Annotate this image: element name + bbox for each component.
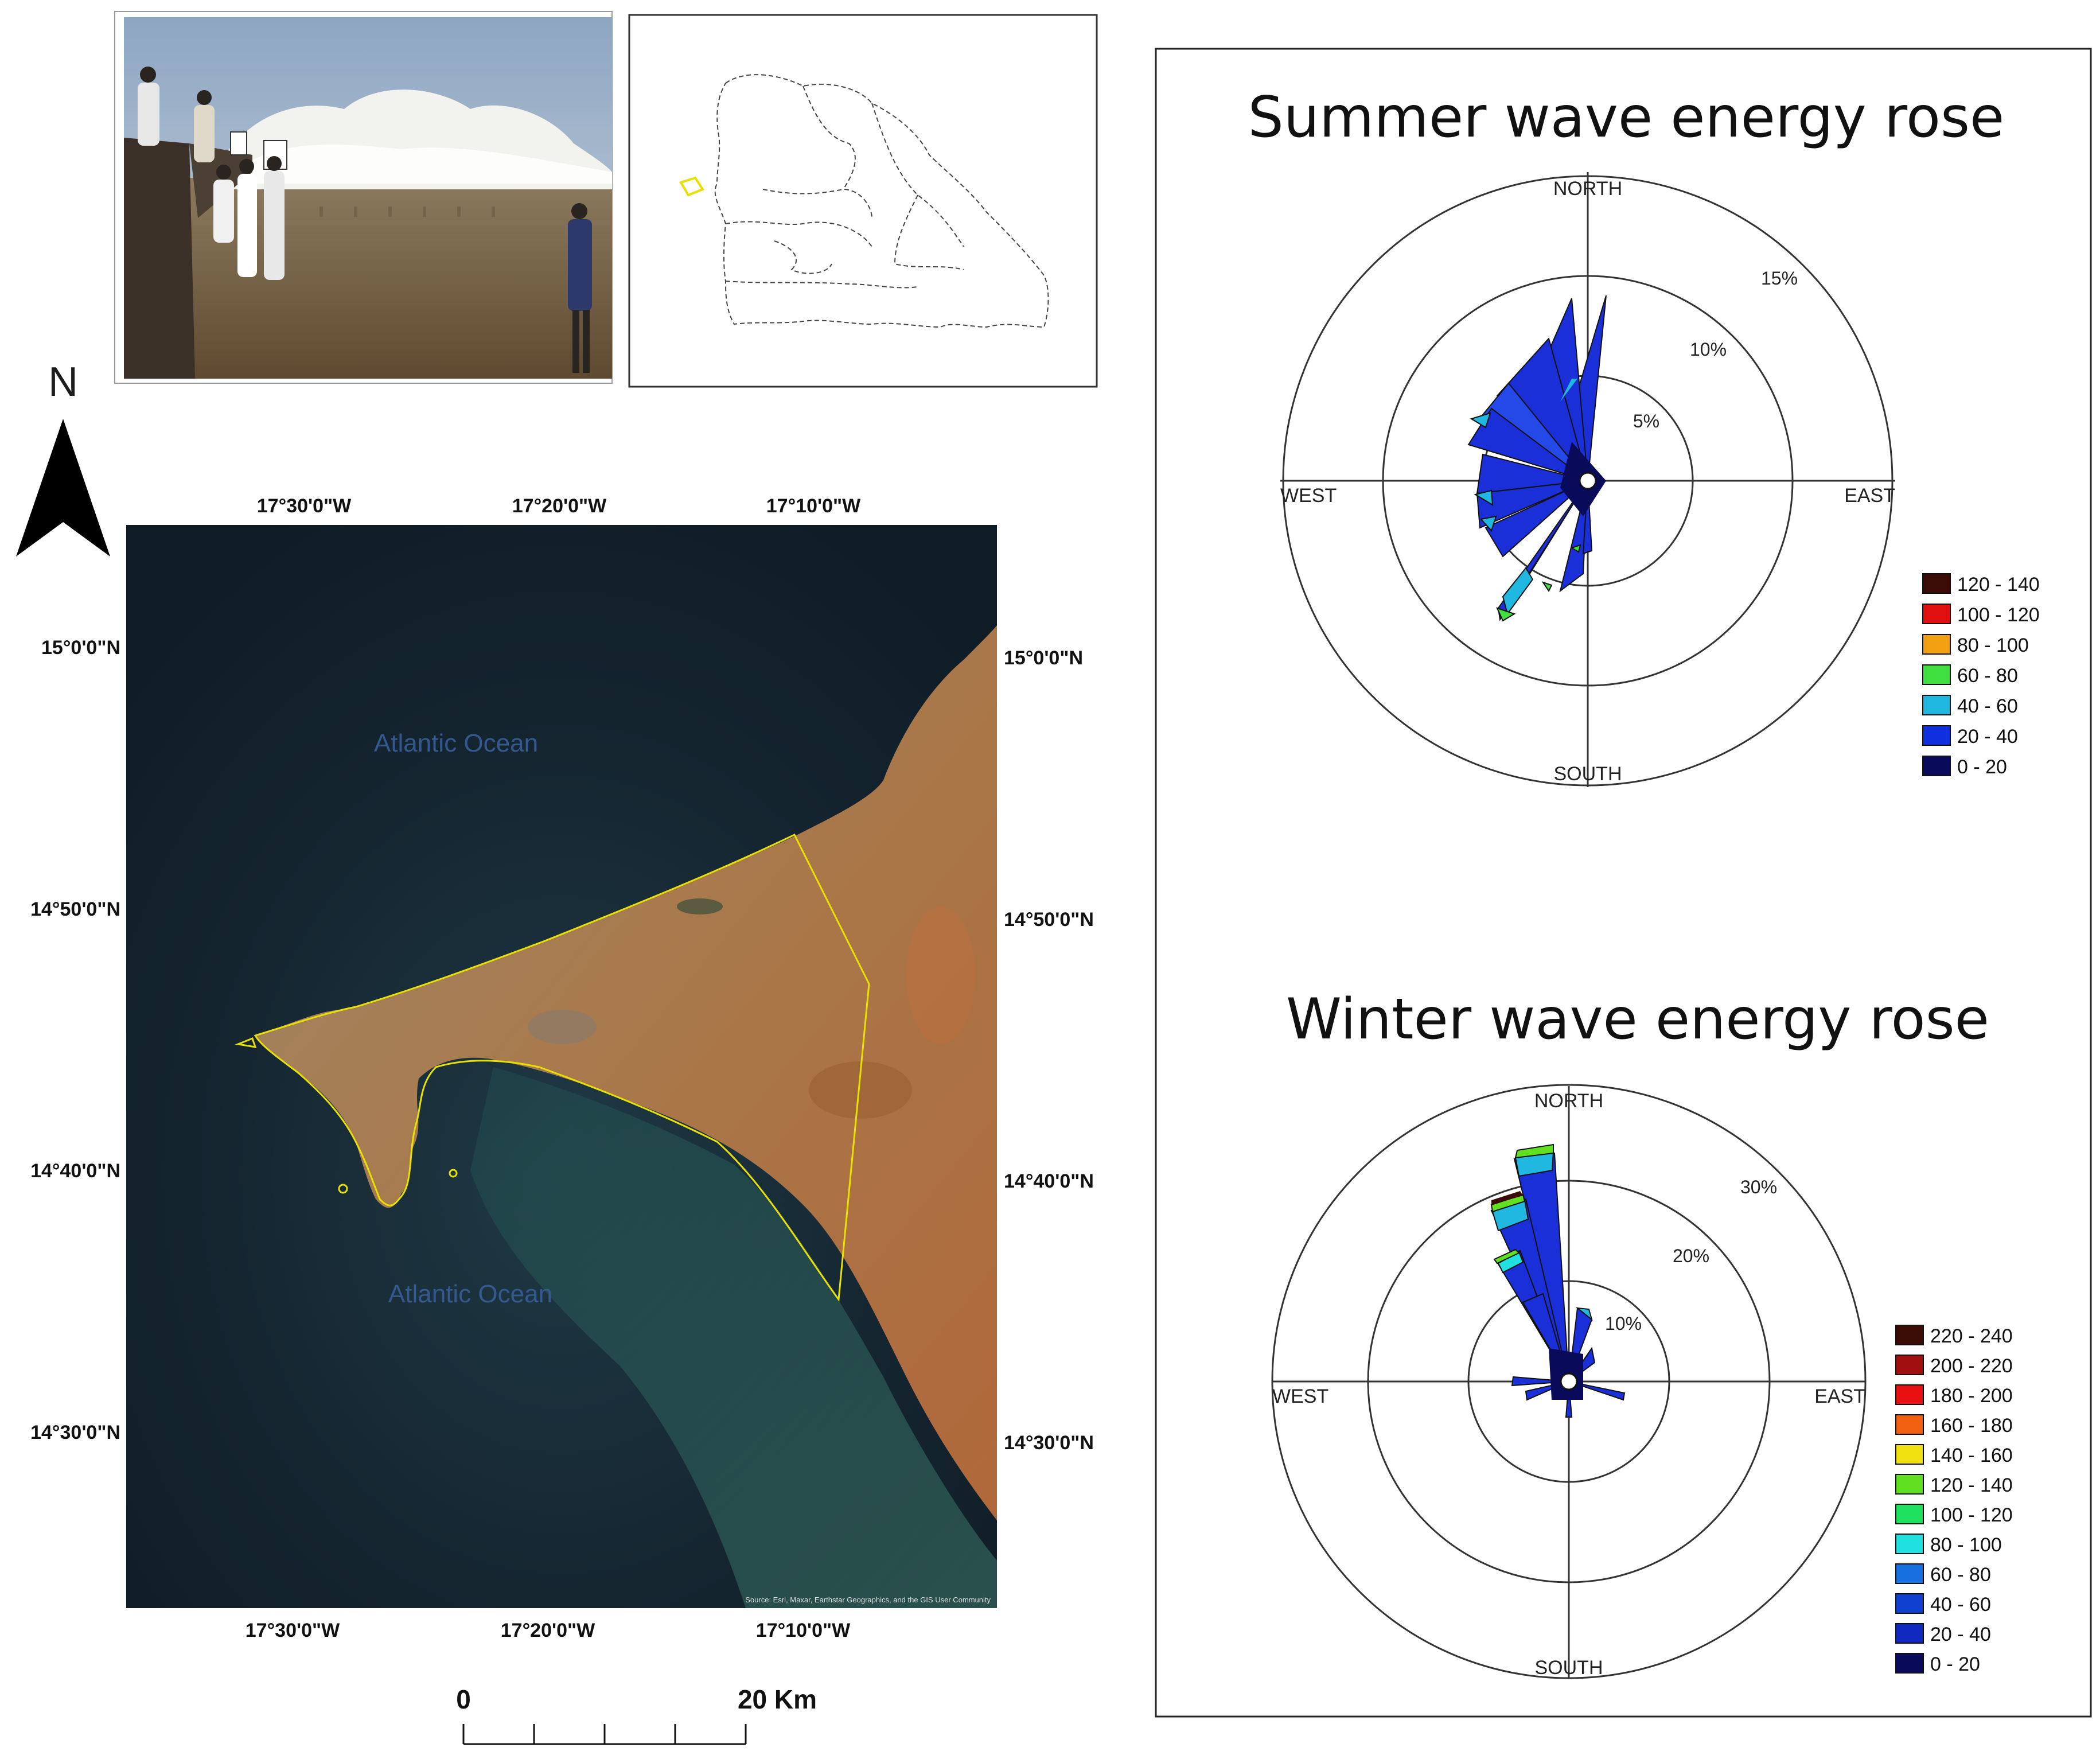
study-area-marker (679, 176, 705, 197)
winter-legend-label: 140 - 160 (1930, 1445, 2013, 1466)
summer-legend-swatch (1922, 634, 1951, 655)
winter-legend-label: 20 - 40 (1930, 1624, 1991, 1645)
main-map: Atlantic Ocean Atlantic Ocean Source: Es… (30, 495, 1094, 1641)
winter-rose-petals (1490, 1143, 1626, 1418)
right-latitude-labels: 15°0'0"N 14°50'0"N 14°40'0"N 14°30'0"N (1004, 647, 1094, 1454)
summer-legend-label: 20 - 40 (1957, 726, 2018, 748)
lat-label: 14°30'0"N (1004, 1432, 1094, 1454)
scale-end-label: 20 Km (738, 1684, 817, 1714)
summer-legend-swatch (1922, 695, 1951, 715)
scale-start-label: 0 (456, 1684, 471, 1714)
winter-legend-swatch (1895, 1474, 1924, 1495)
winter-legend-label: 200 - 220 (1930, 1355, 2013, 1377)
bottom-longitude-labels: 17°30'0"W 17°20'0"W 17°10'0"W (246, 1620, 851, 1641)
map-credit: Source: Esri, Maxar, Earthstar Geographi… (745, 1595, 991, 1604)
winter-legend-label: 0 - 20 (1930, 1653, 1980, 1675)
lat-label: 15°0'0"N (1004, 647, 1083, 669)
summer-legend-label: 80 - 100 (1957, 635, 2029, 656)
lat-label: 14°40'0"N (1004, 1170, 1094, 1192)
summer-rose-title: Summer wave energy rose (1248, 85, 2005, 150)
top-longitude-labels: 17°30'0"W 17°20'0"W 17°10'0"W (257, 495, 861, 517)
lat-label: 14°50'0"N (1004, 909, 1094, 931)
winter-legend-label: 40 - 60 (1930, 1594, 1991, 1616)
winter-legend-label: 180 - 200 (1930, 1385, 2013, 1407)
winter-ring-label: 10% (1605, 1313, 1642, 1334)
winter-legend-swatch (1895, 1563, 1924, 1584)
lat-label: 14°30'0"N (30, 1422, 120, 1443)
summer-legend-swatch (1922, 725, 1951, 746)
summer-ring-label: 10% (1690, 339, 1727, 360)
lon-label: 17°10'0"W (756, 1620, 851, 1641)
lat-label: 15°0'0"N (41, 637, 120, 659)
winter-legend-swatch (1895, 1384, 1924, 1405)
north-label: N (48, 359, 78, 405)
lon-label: 17°30'0"W (257, 495, 352, 517)
country-outline-icon (714, 74, 1049, 328)
winter-legend-label: 220 - 240 (1930, 1325, 2013, 1347)
summer-east-label: EAST (1844, 485, 1895, 507)
lat-label: 14°50'0"N (30, 898, 120, 920)
summer-legend-label: 60 - 80 (1957, 665, 2018, 687)
summer-ring-label: 15% (1761, 268, 1798, 289)
winter-east-label: EAST (1814, 1386, 1865, 1407)
winter-legend-swatch (1895, 1593, 1924, 1614)
summer-legend-swatch (1922, 756, 1951, 776)
winter-west-label: WEST (1272, 1386, 1328, 1407)
summer-wave-rose: Summer wave energy rose (1248, 85, 2040, 787)
winter-legend-label: 100 - 120 (1930, 1504, 2013, 1526)
winter-legend-label: 120 - 140 (1930, 1474, 2013, 1496)
coastal-wave-photo (114, 11, 613, 384)
summer-legend-swatch (1922, 573, 1951, 594)
winter-legend-swatch (1895, 1504, 1924, 1524)
winter-legend-swatch (1895, 1444, 1924, 1465)
winter-legend-label: 160 - 180 (1930, 1415, 2013, 1437)
winter-legend-swatch (1895, 1623, 1924, 1644)
inset-map (628, 14, 1098, 388)
north-arrow-icon: N (16, 359, 110, 557)
winter-north-label: NORTH (1534, 1090, 1603, 1112)
summer-legend-label: 40 - 60 (1957, 695, 2018, 717)
summer-legend: 120 - 140 100 - 120 80 - 100 60 - 80 40 - 60… (1922, 573, 2040, 778)
winter-legend-label: 60 - 80 (1930, 1564, 1991, 1586)
winter-legend-swatch (1895, 1325, 1924, 1345)
lat-label: 14°40'0"N (30, 1160, 120, 1182)
winter-wave-rose: Winter wave energy rose (1271, 987, 2013, 1679)
summer-west-label: WEST (1280, 485, 1337, 507)
winter-legend-swatch (1895, 1355, 1924, 1375)
left-latitude-labels: 15°0'0"N 14°50'0"N 14°40'0"N 14°30'0"N (30, 637, 120, 1443)
lon-label: 17°20'0"W (512, 495, 607, 517)
ocean-label-north: Atlantic Ocean (374, 729, 538, 757)
winter-ring-label: 30% (1740, 1177, 1777, 1197)
winter-legend-swatch (1895, 1414, 1924, 1435)
summer-ring-label: 5% (1633, 411, 1659, 431)
winter-legend-swatch (1895, 1653, 1924, 1674)
winter-south-label: SOUTH (1535, 1657, 1603, 1679)
winter-legend: 220 - 240 200 - 220 180 - 200 160 - 180 140 … (1895, 1325, 2013, 1675)
summer-south-label: SOUTH (1554, 763, 1622, 785)
lon-label: 17°20'0"W (501, 1620, 595, 1641)
summer-legend-swatch (1922, 664, 1951, 685)
winter-rose-title: Winter wave energy rose (1286, 987, 1989, 1052)
summer-rose-petals (1467, 295, 1607, 622)
scale-bar: 0 20 Km (456, 1684, 817, 1745)
lon-label: 17°10'0"W (766, 495, 861, 517)
summer-legend-label: 120 - 140 (1957, 574, 2040, 596)
winter-legend-label: 80 - 100 (1930, 1534, 2002, 1556)
summer-legend-label: 0 - 20 (1957, 756, 2007, 778)
ocean-label-south: Atlantic Ocean (388, 1280, 552, 1308)
winter-legend-swatch (1895, 1534, 1924, 1554)
summer-legend-swatch (1922, 604, 1951, 624)
summer-legend-label: 100 - 120 (1957, 604, 2040, 626)
summer-north-label: NORTH (1553, 178, 1622, 200)
winter-ring-label: 20% (1673, 1246, 1709, 1266)
wave-rose-panel (1155, 48, 2092, 1718)
lon-label: 17°30'0"W (246, 1620, 340, 1641)
land-mass (255, 625, 997, 1520)
